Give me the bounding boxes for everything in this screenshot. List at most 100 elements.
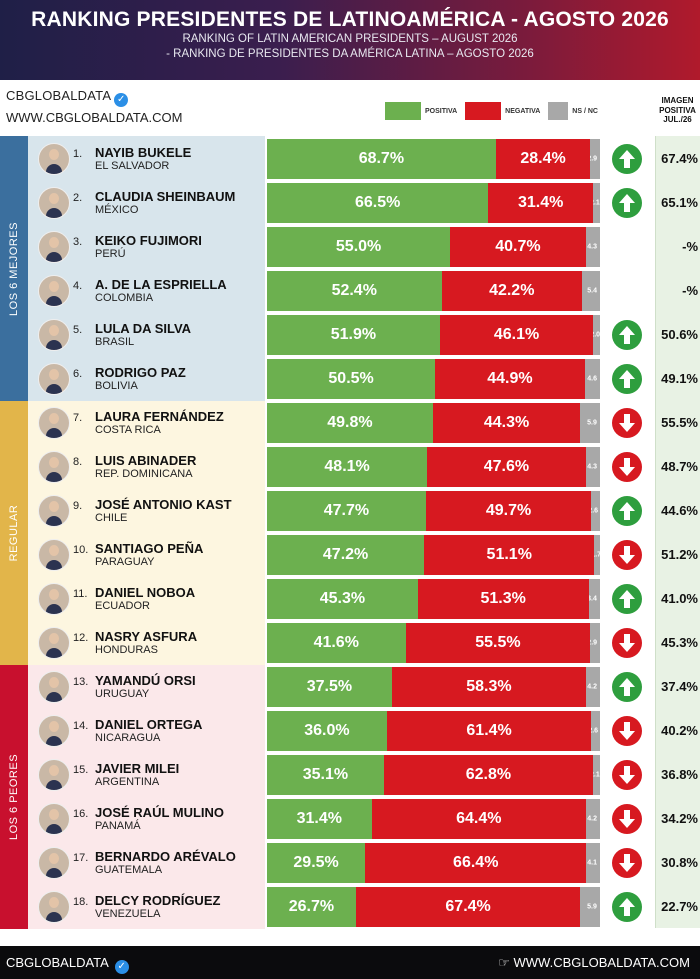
negative-value: 66.4% — [453, 854, 499, 871]
stacked-bar: 48.1% 47.6% 4.3 — [267, 447, 600, 487]
table-row: 16. JOSÉ RAÚL MULINO PANAMÁ 31.4% 64.4% 4.2 34… — [0, 797, 700, 841]
stacked-bar: 55.0% 40.7% 4.3 — [267, 227, 600, 267]
country-name: URUGUAY — [95, 688, 150, 700]
prev-header-line-3: JUL./26 — [663, 115, 692, 124]
stacked-bar: 37.5% 58.3% 4.2 — [267, 667, 600, 707]
bar-negative: 28.4% — [495, 139, 591, 179]
bar-ns: 4.2 — [586, 799, 600, 839]
rank-number: 11. — [73, 588, 88, 600]
previous-positive-value: 45.3% — [661, 635, 698, 650]
president-name: DANIEL NOBOA — [95, 585, 196, 600]
stacked-bar: 29.5% 66.4% 4.1 — [267, 843, 600, 883]
bar-ns: 1.7 — [594, 535, 600, 575]
bar-positive: 41.6% — [267, 623, 406, 663]
previous-positive-value: 30.8% — [661, 855, 698, 870]
country-name: VENEZUELA — [95, 908, 161, 920]
bar-ns: 2.1 — [592, 755, 600, 795]
ns-value: 5.9 — [587, 903, 597, 911]
bar-negative: 67.4% — [355, 887, 581, 927]
negative-value: 28.4% — [520, 150, 566, 167]
arrow-down-icon — [611, 539, 643, 571]
table-row: 3. KEIKO FUJIMORI PERÚ 55.0% 40.7% 4.3 -% — [0, 225, 700, 269]
president-name: NASRY ASFURA — [95, 629, 198, 644]
rank-number: 7. — [73, 412, 83, 424]
bar-ns: 2.0 — [593, 315, 600, 355]
stacked-bar: 31.4% 64.4% 4.2 — [267, 799, 600, 839]
president-avatar — [38, 495, 70, 527]
bar-ns: 4.3 — [585, 447, 600, 487]
brand-url[interactable]: WWW.CBGLOBALDATA.COM — [6, 110, 183, 125]
ns-value: 4.6 — [587, 375, 597, 383]
arrow-down-icon — [611, 407, 643, 439]
bar-ns: 2.1 — [592, 183, 600, 223]
band-background-1 — [0, 136, 265, 401]
bar-positive: 36.0% — [267, 711, 387, 751]
president-avatar — [38, 803, 70, 835]
president-avatar — [38, 671, 70, 703]
band-background-2 — [0, 401, 265, 665]
president-name: NAYIB BUKELE — [95, 145, 192, 160]
positive-value: 49.8% — [327, 414, 373, 431]
bar-positive: 31.4% — [267, 799, 372, 839]
stacked-bar: 47.2% 51.1% 1.7 — [267, 535, 600, 575]
legend-ns: NS / NC — [548, 102, 598, 120]
bar-ns: 4.3 — [585, 227, 600, 267]
footer-url[interactable]: ☞ WWW.CBGLOBALDATA.COM — [498, 955, 690, 971]
negative-value: 44.3% — [483, 414, 530, 431]
bar-positive: 50.5% — [267, 359, 436, 399]
brand-name: CBGLOBALDATA — [6, 88, 112, 103]
previous-image-header: IMAGEN POSITIVA JUL./26 — [655, 96, 700, 125]
rank-number: 17. — [73, 852, 89, 864]
brand-block: CBGLOBALDATA ✓ WWW.CBGLOBALDATA.COM — [6, 88, 182, 125]
previous-positive-value: -% — [682, 239, 698, 254]
negative-value: 31.4% — [518, 194, 564, 211]
bar-negative: 66.4% — [365, 843, 587, 883]
previous-positive-value: 49.1% — [661, 371, 698, 386]
prev-header-line-2: POSITIVA — [659, 105, 696, 115]
country-name: PARAGUAY — [95, 556, 155, 568]
negative-value: 67.4% — [445, 898, 491, 915]
president-avatar — [38, 847, 70, 879]
arrow-down-icon — [611, 715, 643, 747]
ns-value: 2.9 — [590, 155, 598, 163]
legend-positive-label: POSITIVA — [425, 107, 458, 115]
stacked-bar: 68.7% 28.4% 2.9 — [267, 139, 601, 179]
negative-value: 44.9% — [487, 370, 533, 387]
positive-value: 45.3% — [319, 590, 366, 607]
positive-value: 66.5% — [355, 194, 401, 211]
band-label-3: LOS 6 PEORES — [0, 665, 28, 929]
rank-number: 14. — [73, 720, 89, 732]
positive-value: 68.7% — [358, 150, 405, 167]
rank-number: 1. — [73, 148, 83, 160]
country-name: ECUADOR — [95, 600, 151, 612]
country-name: HONDURAS — [95, 644, 158, 656]
president-avatar — [38, 891, 70, 923]
rank-number: 4. — [73, 280, 83, 292]
arrow-down-icon — [611, 847, 643, 879]
president-avatar — [38, 143, 70, 175]
bar-negative: 46.1% — [439, 315, 594, 355]
band-label-2: REGULAR — [0, 401, 28, 665]
positive-value: 35.1% — [302, 766, 349, 783]
country-name: BRASIL — [95, 336, 135, 348]
subtitle-portuguese: - RANKING DE PRESIDENTES DA AMÉRICA LATI… — [166, 48, 534, 60]
bar-ns: 2.6 — [591, 711, 600, 751]
country-name: EL SALVADOR — [95, 160, 170, 172]
arrow-up-icon — [611, 583, 643, 615]
ns-value: 2.1 — [593, 771, 600, 779]
bar-positive: 66.5% — [267, 183, 489, 223]
country-name: REP. DOMINICANA — [95, 468, 193, 480]
bar-ns: 2.9 — [590, 139, 601, 179]
bar-positive: 45.3% — [267, 579, 418, 619]
country-name: GUATEMALA — [95, 864, 163, 876]
rank-number: 13. — [73, 676, 89, 688]
president-name: SANTIAGO PEÑA — [95, 541, 204, 556]
positive-value: 55.0% — [335, 238, 382, 255]
rank-number: 9. — [73, 500, 83, 512]
country-name: NICARAGUA — [95, 732, 161, 744]
positive-value: 26.7% — [288, 898, 335, 915]
table-row: 8. LUIS ABINADER REP. DOMINICANA 48.1% 47.6%… — [0, 445, 700, 489]
ns-value: 5.4 — [587, 287, 597, 295]
